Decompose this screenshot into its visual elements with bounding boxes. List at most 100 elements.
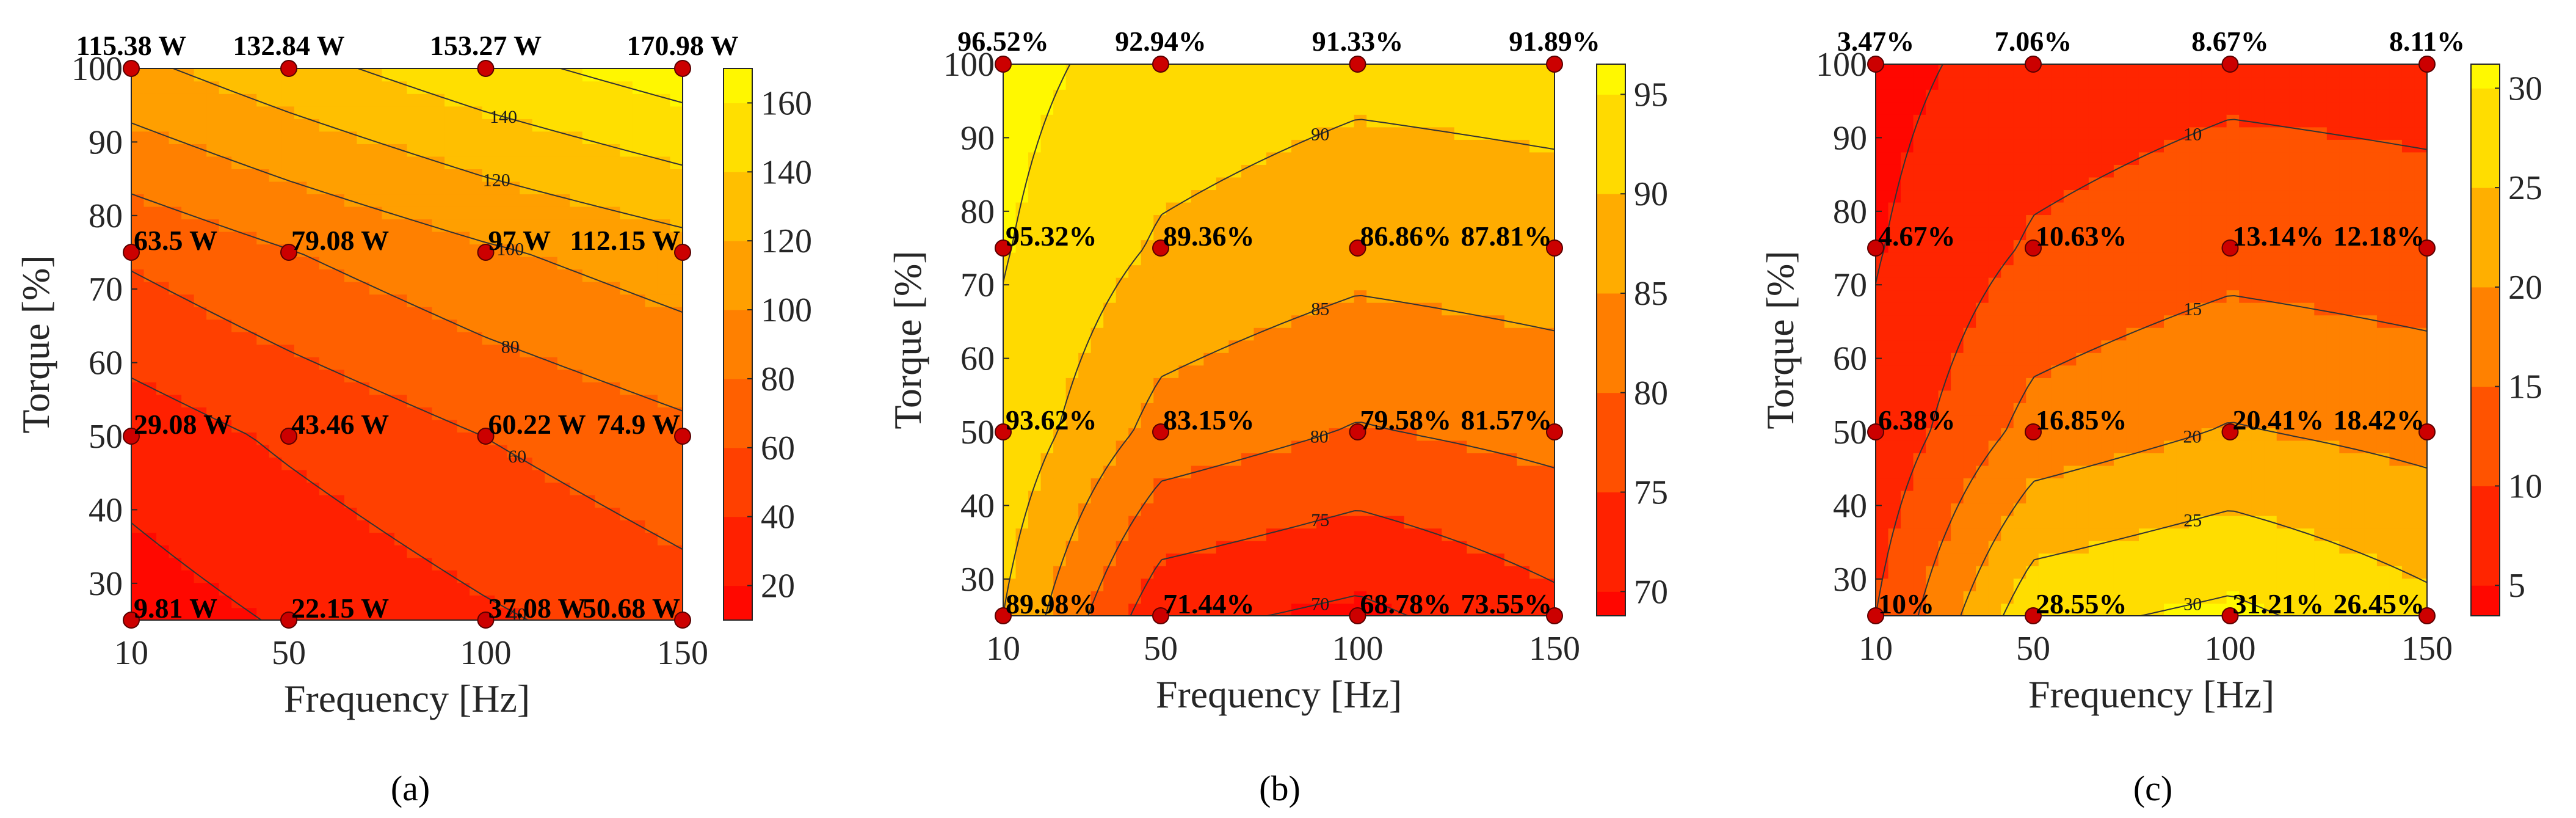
contour-cell (1065, 89, 1079, 103)
contour-cell (1304, 440, 1317, 453)
contour-cell (545, 319, 558, 332)
contour-cell (607, 344, 621, 357)
contour-cell (281, 81, 295, 94)
contour-cell (1542, 139, 1555, 153)
contour-cell (1467, 101, 1480, 115)
contour-cell (532, 181, 546, 195)
contour-cell (181, 119, 195, 132)
contour-cell (1166, 578, 1180, 591)
contour-cell (1304, 177, 1317, 191)
contour-cell (1116, 465, 1130, 479)
contour-cell (1442, 277, 1455, 291)
contour-cell (2126, 465, 2139, 479)
contour-cell (1266, 227, 1280, 241)
contour-cell (1166, 515, 1180, 529)
contour-cell (1429, 327, 1443, 341)
contour-cell (1913, 302, 1926, 316)
contour-cell (1938, 76, 1951, 90)
contour-cell (307, 68, 320, 82)
contour-cell (181, 444, 195, 458)
contour-cell (457, 344, 470, 357)
contour-cell (557, 106, 571, 119)
contour-cell (1479, 528, 1493, 541)
contour-cell (595, 144, 608, 157)
contour-cell (219, 106, 232, 119)
contour-cell (657, 244, 671, 257)
contour-cell (269, 569, 283, 583)
contour-cell (1266, 578, 1280, 591)
contour-cell (1429, 64, 1443, 78)
contour-cell (1241, 553, 1255, 566)
contour-cell (1467, 277, 1480, 291)
contour-cell (1976, 239, 1989, 253)
contour-cell (545, 93, 558, 107)
contour-cell (219, 519, 232, 533)
contour-cell (1216, 490, 1230, 504)
contour-cell (256, 294, 270, 307)
contour-cell (194, 156, 207, 169)
contour-cell (1228, 76, 1242, 90)
contour-cell (1065, 126, 1079, 140)
contour-cell (1391, 126, 1405, 140)
contour-cell (595, 457, 608, 470)
contour-cell (2113, 114, 2127, 128)
contour-cell (570, 256, 583, 270)
contour-cell (1015, 352, 1029, 366)
contour-cell (1404, 340, 1418, 353)
contour-cell (1316, 252, 1330, 266)
contour-cell (1329, 64, 1342, 78)
contour-cell (1379, 114, 1392, 128)
contour-cell (156, 244, 170, 257)
contour-cell (244, 81, 258, 94)
contour-cell (1028, 265, 1042, 278)
contour-cell (2076, 89, 2089, 103)
contour-cell (1178, 139, 1192, 153)
contour-cell (319, 532, 333, 546)
contour-cell (1316, 101, 1330, 115)
contour-cell (1976, 177, 1989, 191)
contour-cell (2113, 403, 2127, 416)
contour-cell (645, 68, 658, 82)
contour-cell (1065, 340, 1079, 353)
contour-cell (1304, 214, 1317, 228)
contour-cell (1266, 565, 1280, 579)
contour-cell (1191, 515, 1205, 529)
contour-cell (1442, 428, 1455, 441)
contour-cell (1053, 152, 1067, 165)
contour-cell (1241, 177, 1255, 191)
contour-cell (2101, 202, 2114, 216)
contour-cell (319, 582, 333, 596)
contour-cell (156, 169, 170, 182)
contour-cell (1429, 214, 1443, 228)
data-label: 74.9 W (597, 409, 680, 440)
contour-cell (1228, 428, 1242, 441)
contour-cell (1517, 202, 1530, 216)
contour-cell (1254, 590, 1267, 604)
contour-cell (1913, 390, 1926, 403)
contour-cell (507, 557, 520, 571)
contour-cell (382, 219, 395, 232)
contour-cell (294, 407, 308, 420)
contour-cell (1938, 89, 1951, 103)
contour-cell (1166, 415, 1180, 428)
contour-cell (1254, 603, 1267, 616)
contour-cell (1454, 340, 1468, 353)
contour-cell (2051, 440, 2064, 453)
contour-cell (131, 269, 145, 282)
contour-cell (319, 206, 333, 220)
contour-cell (1926, 553, 1939, 566)
contour-cell (1504, 565, 1518, 579)
contour-cell (143, 231, 157, 245)
contour-cell (570, 469, 583, 483)
data-point (995, 56, 1012, 73)
contour-cell (1053, 428, 1067, 441)
contour-cell (657, 457, 671, 470)
contour-cell (1028, 428, 1042, 441)
contour-cell (1266, 603, 1280, 616)
contour-cell (1442, 76, 1455, 90)
contour-cell (382, 444, 395, 458)
contour-cell (1467, 265, 1480, 278)
contour-cell (1090, 164, 1104, 178)
contour-cell (495, 169, 508, 182)
contour-cell (143, 244, 157, 257)
